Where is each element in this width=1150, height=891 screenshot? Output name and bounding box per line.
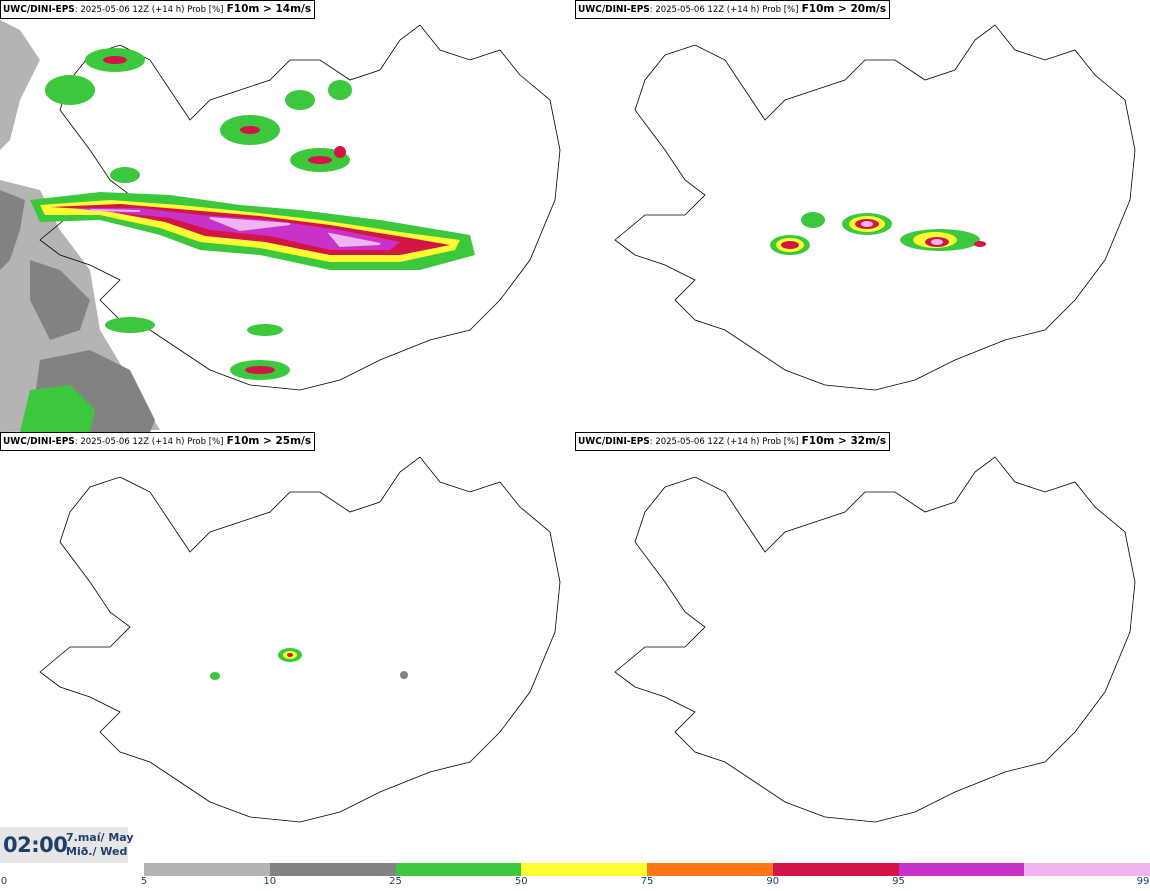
coastline: [614, 24, 1136, 391]
prob-area-low: [0, 20, 40, 150]
colorbar-segment: [144, 863, 271, 876]
colorbar-tick-label: 50: [514, 876, 528, 887]
valid-date-line1: 7.maí/ May: [66, 831, 134, 844]
threshold-label: F10m > 20m/s: [801, 3, 887, 15]
model-name: UWC/DINI-EPS: [578, 436, 650, 447]
colorbar-segment: [898, 863, 1025, 876]
panel-title-14ms: UWC/DINI-EPS: 2025-05-06 12Z (+14 h) Pro…: [0, 0, 316, 19]
colorbar-tick-label: 5: [140, 876, 148, 887]
threshold-label: F10m > 14m/s: [226, 3, 312, 15]
colorbar-tick-label: 95: [892, 876, 905, 887]
prob-band-pink: [89, 209, 381, 248]
model-name: UWC/DINI-EPS: [3, 436, 75, 447]
iceland-map-14ms: [0, 20, 561, 432]
run-info: : 2025-05-06 12Z (+14 h) Prob [%]: [74, 5, 224, 15]
colorbar-segment: [521, 863, 648, 876]
threshold-label: F10m > 25m/s: [226, 435, 312, 447]
run-info: : 2025-05-06 12Z (+14 h) Prob [%]: [74, 437, 224, 447]
panel-title-25ms: UWC/DINI-EPS: 2025-05-06 12Z (+14 h) Pro…: [0, 432, 316, 451]
map-panel-20ms: UWC/DINI-EPS: 2025-05-06 12Z (+14 h) Pro…: [575, 0, 1150, 432]
prob-area-mid: [30, 260, 90, 340]
colorbar-segment: [772, 863, 899, 876]
colorbar-tick-label: 99: [1136, 876, 1150, 887]
colorbar-tick-label: 25: [389, 876, 402, 887]
map-panel-14ms: UWC/DINI-EPS: 2025-05-06 12Z (+14 h) Pro…: [0, 0, 575, 432]
panel-title-32ms: UWC/DINI-EPS: 2025-05-06 12Z (+14 h) Pro…: [575, 432, 891, 451]
model-name: UWC/DINI-EPS: [3, 4, 75, 15]
valid-time-box: 02:00 7.maí/ May Mið./ Wed: [0, 827, 134, 863]
colorbar-tick-label: 90: [766, 876, 780, 887]
threshold-label: F10m > 32m/s: [801, 435, 887, 447]
colorbar-segment: [395, 863, 522, 876]
panel-title-20ms: UWC/DINI-EPS: 2025-05-06 12Z (+14 h) Pro…: [575, 0, 891, 19]
prob-spots: [45, 48, 352, 380]
valid-time-date: 7.maí/ May Mið./ Wed: [66, 831, 134, 859]
prob-spot-grey: [400, 671, 408, 679]
coastline: [39, 456, 561, 823]
coastline: [614, 456, 1136, 823]
run-info: : 2025-05-06 12Z (+14 h) Prob [%]: [649, 437, 799, 447]
map-panel-32ms: UWC/DINI-EPS: 2025-05-06 12Z (+14 h) Pro…: [575, 432, 1150, 864]
prob-spot-red: [287, 653, 293, 657]
colorbar-tick-label: 0: [0, 876, 8, 887]
colorbar-segment: [1024, 863, 1150, 876]
colorbar-segment: [647, 863, 774, 876]
iceland-map-32ms: [614, 456, 1136, 823]
colorbar-tick-label: 10: [263, 876, 277, 887]
coastline: [39, 24, 561, 391]
probability-colorbar: [144, 863, 1150, 876]
prob-area-mid: [0, 190, 25, 270]
valid-time-clock: 02:00: [3, 833, 68, 857]
iceland-map-20ms: [614, 24, 1136, 391]
iceland-map-25ms: [39, 456, 561, 823]
model-name: UWC/DINI-EPS: [578, 4, 650, 15]
prob-area-green: [20, 385, 95, 432]
run-info: : 2025-05-06 12Z (+14 h) Prob [%]: [649, 5, 799, 15]
map-panel-25ms: UWC/DINI-EPS: 2025-05-06 12Z (+14 h) Pro…: [0, 432, 575, 864]
prob-spots-magenta: [861, 221, 943, 245]
colorbar-tick-label: 75: [640, 876, 654, 887]
colorbar-segment: [269, 863, 396, 876]
valid-date-line2: Mið./ Wed: [66, 845, 128, 858]
prob-spots-core: [103, 56, 346, 374]
